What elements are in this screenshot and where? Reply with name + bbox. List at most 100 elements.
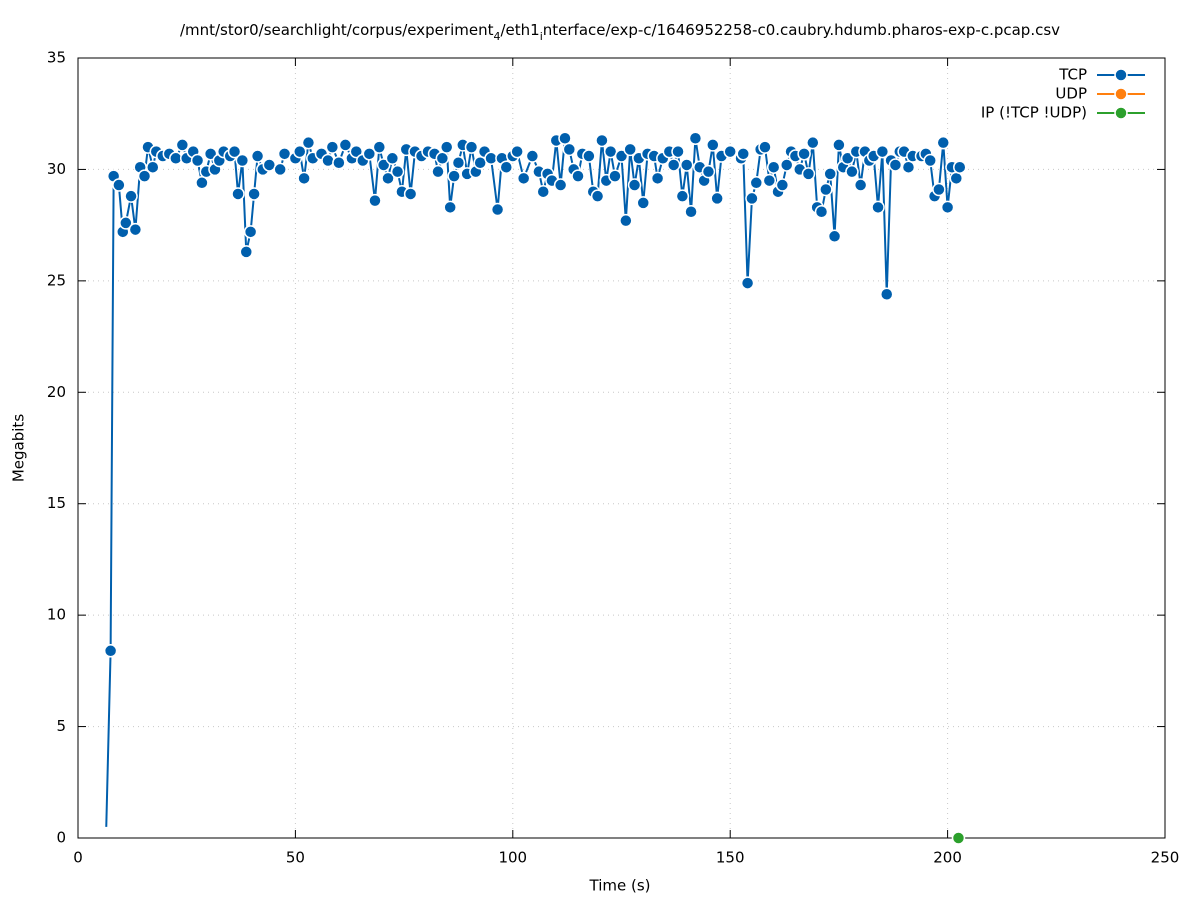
data-point — [175, 138, 190, 152]
data-point — [235, 153, 250, 168]
data-point — [688, 131, 703, 145]
x-tick-label: 0 — [73, 849, 83, 867]
data-point — [239, 245, 254, 259]
data-point — [362, 147, 377, 161]
data-point — [806, 135, 820, 150]
data-point — [349, 144, 364, 159]
data-point — [338, 138, 353, 152]
data-point — [827, 229, 842, 244]
title-subscript: i — [540, 30, 543, 43]
data-point — [447, 169, 461, 183]
data-point — [368, 193, 382, 208]
data-point — [684, 205, 698, 219]
data-point — [439, 140, 454, 154]
data-point — [516, 171, 531, 186]
legend-marker — [1114, 87, 1128, 101]
data-point — [710, 191, 724, 206]
data-point — [762, 173, 777, 188]
data-point — [562, 142, 577, 157]
data-point — [840, 151, 855, 166]
data-point — [103, 644, 118, 658]
x-axis-label: Time (s) — [589, 877, 651, 895]
data-point — [490, 202, 505, 217]
data-point — [779, 158, 794, 172]
data-point — [650, 171, 665, 186]
data-point — [325, 140, 340, 154]
data-point — [146, 160, 160, 174]
series-line — [105, 137, 961, 827]
y-tick-label: 15 — [47, 494, 66, 512]
data-point — [190, 153, 205, 168]
data-point — [614, 149, 629, 163]
data-point — [871, 200, 885, 215]
data-point — [679, 158, 694, 172]
data-point — [832, 138, 846, 152]
data-point — [443, 200, 457, 215]
data-point — [595, 133, 609, 148]
data-point — [510, 144, 524, 159]
data-point — [376, 158, 391, 172]
data-point — [736, 147, 750, 161]
data-point — [940, 200, 955, 215]
x-tick-label: 50 — [286, 849, 305, 867]
data-point — [137, 169, 152, 183]
data-point — [292, 144, 307, 159]
y-tick-label: 10 — [47, 606, 66, 624]
data-point — [666, 158, 681, 172]
data-point — [797, 147, 811, 161]
data-point — [706, 138, 720, 152]
y-tick-label: 20 — [47, 383, 66, 401]
x-tick-label: 150 — [716, 849, 745, 867]
legend-label: IP (!TCP !UDP) — [981, 104, 1087, 122]
data-point — [636, 196, 650, 210]
data-point — [745, 191, 759, 206]
data-point — [525, 149, 540, 163]
data-point — [435, 151, 450, 166]
data-point — [823, 167, 837, 181]
data-point — [273, 162, 287, 177]
data-point — [801, 167, 816, 181]
data-point — [390, 164, 405, 179]
title-part: /eth1 — [500, 21, 539, 39]
x-tick-label: 200 — [933, 849, 962, 867]
data-point — [203, 147, 218, 161]
legend-label: UDP — [1055, 85, 1087, 103]
data-point — [740, 276, 755, 290]
data-point — [431, 164, 445, 179]
data-point — [536, 184, 550, 199]
title-part: /mnt/stor0/searchlight/corpus/experiment — [180, 21, 494, 39]
data-point — [723, 144, 737, 159]
data-point — [499, 160, 514, 174]
legend-marker — [1114, 68, 1128, 82]
data-point — [951, 831, 966, 845]
data-point — [901, 160, 916, 174]
title-part: nterface/exp-c/1646952258-c0.caubry.hdum… — [543, 21, 1060, 39]
data-point — [301, 135, 316, 150]
data-point — [247, 187, 261, 201]
data-point — [243, 225, 258, 239]
data-point — [385, 151, 400, 166]
data-point — [675, 189, 690, 203]
data-point — [381, 171, 395, 186]
y-tick-label: 0 — [56, 829, 66, 847]
data-point — [949, 171, 964, 186]
data-point — [936, 135, 951, 150]
chart-title: /mnt/stor0/searchlight/corpus/experiment… — [180, 21, 1060, 43]
data-point — [119, 216, 133, 230]
data-point — [231, 187, 245, 201]
data-point — [953, 160, 967, 174]
data-point — [701, 164, 716, 179]
plot-frame — [77, 57, 1166, 839]
data-point — [297, 171, 311, 186]
data-point — [227, 144, 242, 159]
legend-marker — [1114, 106, 1128, 120]
data-point — [932, 182, 946, 197]
data-point — [814, 205, 829, 219]
data-point — [766, 160, 781, 174]
data-point — [124, 189, 138, 203]
y-axis-label: Megabits — [10, 414, 28, 482]
data-point — [464, 140, 479, 154]
x-tick-label: 100 — [498, 849, 527, 867]
data-point — [451, 155, 466, 170]
data-point — [608, 169, 622, 183]
